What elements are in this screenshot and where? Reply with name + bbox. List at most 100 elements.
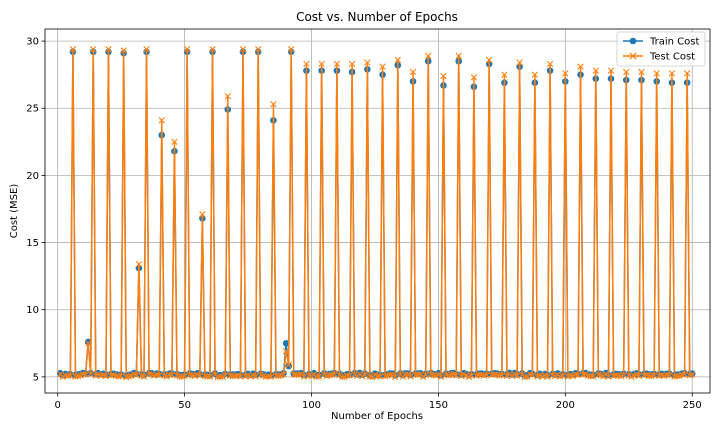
x-axis-label: Number of Epochs — [331, 411, 423, 422]
test-cost-point — [574, 371, 582, 379]
test-cost-point — [425, 52, 432, 60]
test-cost-point — [620, 371, 627, 379]
test-cost-point — [673, 372, 681, 380]
y-tick-label: 10 — [26, 305, 39, 316]
test-cost-point — [255, 45, 262, 53]
test-cost-point — [117, 372, 125, 380]
legend: Train Cost Test Cost — [616, 31, 706, 67]
test-cost-point — [272, 372, 280, 379]
test-cost-point — [666, 371, 673, 379]
test-cost-point — [455, 52, 462, 60]
legend-train-marker — [629, 37, 637, 45]
test-cost-point — [607, 67, 615, 74]
train-cost-point — [84, 338, 92, 346]
y-tick-label: 15 — [26, 238, 39, 249]
test-cost-point — [145, 370, 153, 378]
test-cost-point — [562, 70, 569, 77]
test-cost-point — [407, 373, 414, 380]
test-cost-point — [379, 63, 386, 70]
test-cost-point — [422, 371, 429, 379]
test-cost-point — [579, 371, 587, 378]
test-cost-point — [285, 361, 292, 368]
test-cost-point — [206, 373, 214, 380]
test-cost-point — [590, 373, 597, 380]
test-cost-point — [303, 60, 310, 68]
test-cost-point — [290, 371, 297, 379]
test-cost-point — [470, 74, 478, 81]
test-cost-point — [394, 56, 401, 64]
test-cost-point — [387, 371, 394, 378]
test-cost-point — [232, 372, 239, 380]
test-cost-point — [196, 372, 204, 379]
x-tick-label: 250 — [683, 400, 702, 411]
test-cost-point — [82, 371, 89, 378]
test-cost-point — [559, 372, 566, 379]
test-cost-point — [275, 372, 282, 380]
test-cost-point — [171, 138, 178, 146]
test-cost-point — [204, 373, 211, 380]
test-cost-point — [168, 371, 176, 378]
x-tick-label: 150 — [429, 400, 448, 411]
test-cost-point — [498, 371, 506, 379]
train-cost-point — [285, 362, 292, 370]
test-cost-point — [67, 372, 74, 379]
test-cost-point — [183, 45, 191, 53]
test-cost-point — [300, 373, 308, 380]
test-cost-point — [64, 372, 72, 380]
test-cost-point — [485, 56, 493, 64]
test-cost-point — [166, 371, 173, 379]
test-cost-point — [199, 211, 206, 218]
test-cost-point — [521, 373, 528, 381]
test-cost-point — [135, 260, 143, 268]
test-cost-point — [437, 373, 445, 381]
test-cost-point — [635, 372, 643, 380]
test-cost-point — [313, 373, 320, 380]
y-tick-label: 30 — [26, 37, 39, 48]
test-cost-point — [366, 373, 374, 380]
test-cost-point — [346, 372, 353, 379]
test-cost-point — [133, 371, 140, 379]
test-cost-point — [653, 70, 660, 77]
test-cost-point — [650, 372, 658, 379]
test-cost-point — [587, 373, 594, 380]
test-cost-point — [156, 372, 163, 379]
test-cost-point — [105, 45, 112, 53]
test-cost-point — [338, 373, 346, 381]
test-cost-point — [227, 372, 234, 380]
test-cost-point — [288, 45, 295, 53]
x-tick-label: 50 — [178, 400, 191, 411]
train-cost-point — [282, 340, 290, 347]
test-cost-point — [237, 373, 244, 380]
test-cost-point — [681, 371, 688, 378]
test-cost-point — [468, 372, 475, 379]
test-cost-point — [488, 371, 495, 379]
plot-series — [56, 45, 696, 381]
test-cost-line — [59, 48, 693, 378]
test-cost-point — [69, 45, 77, 53]
test-cost-markers — [57, 45, 696, 381]
test-cost-point — [333, 60, 341, 68]
legend-test-marker — [629, 52, 637, 60]
test-cost-point — [638, 68, 645, 76]
test-cost-point — [315, 373, 323, 380]
test-cost-point — [689, 371, 696, 378]
test-cost-point — [224, 92, 231, 100]
test-cost-point — [374, 372, 381, 380]
test-cost-point — [475, 371, 483, 379]
y-tick-label: 25 — [26, 104, 39, 115]
x-tick-label: 100 — [302, 400, 321, 411]
test-cost-point — [452, 372, 460, 379]
legend-train-label: Train Cost — [649, 37, 699, 48]
test-cost-point — [280, 371, 287, 378]
test-cost-point — [496, 372, 503, 379]
test-cost-point — [140, 373, 148, 380]
test-cost-point — [645, 372, 653, 380]
test-cost-point — [392, 373, 399, 381]
test-cost-point — [577, 63, 584, 70]
test-cost-point — [440, 72, 447, 80]
chart-title: Cost vs. Number of Epochs — [296, 10, 458, 24]
test-cost-point — [409, 68, 417, 76]
test-cost-point — [158, 117, 165, 124]
test-cost-point — [143, 45, 150, 53]
